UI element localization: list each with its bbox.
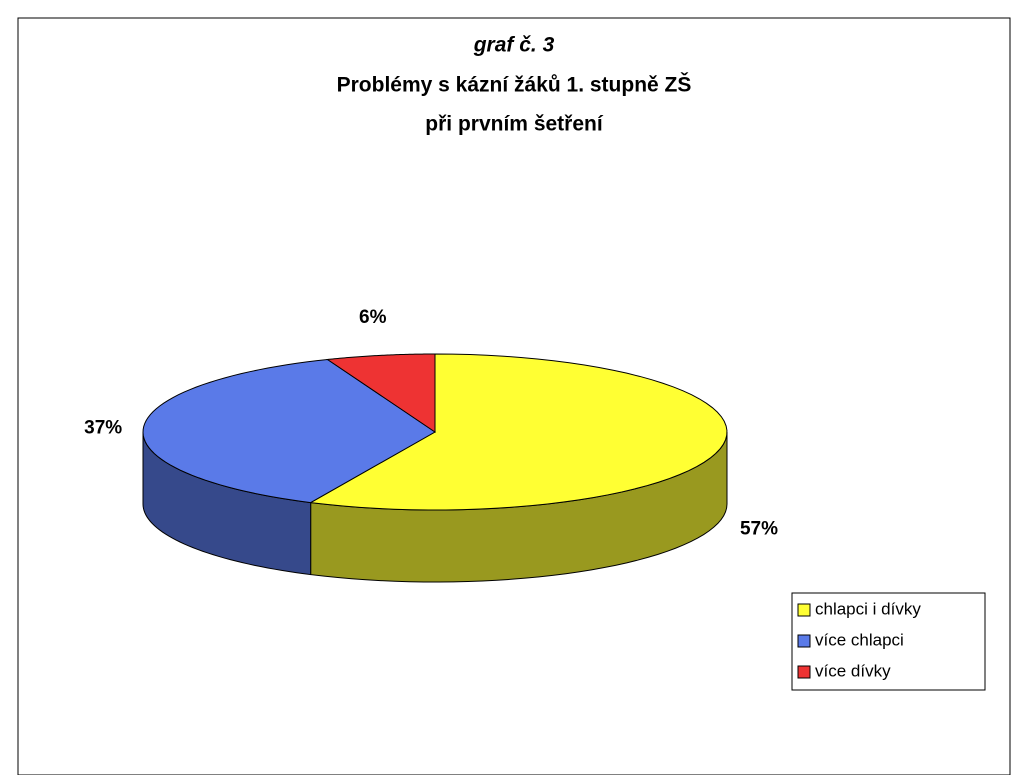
- legend-swatch: [797, 665, 811, 679]
- legend-swatch: [797, 603, 811, 617]
- chart-title: graf č. 3: [473, 34, 555, 57]
- chart-subtitle: Problémy s kázní žáků 1. stupně ZŠ: [337, 73, 692, 97]
- legend-swatch: [797, 634, 811, 648]
- legend-label: chlapci i dívky: [815, 599, 921, 618]
- chart-subtitle: při prvním šetření: [425, 113, 604, 136]
- legend-box: [791, 592, 986, 691]
- data-label: 37%: [84, 417, 122, 438]
- legend-label: více dívky: [815, 661, 891, 680]
- pie-slice: [309, 353, 728, 511]
- legend-label: více chlapci: [815, 630, 904, 649]
- data-label: 57%: [740, 518, 778, 539]
- data-label: 6%: [359, 307, 387, 328]
- pie-slice: [142, 358, 436, 504]
- pie-slice: [326, 353, 436, 433]
